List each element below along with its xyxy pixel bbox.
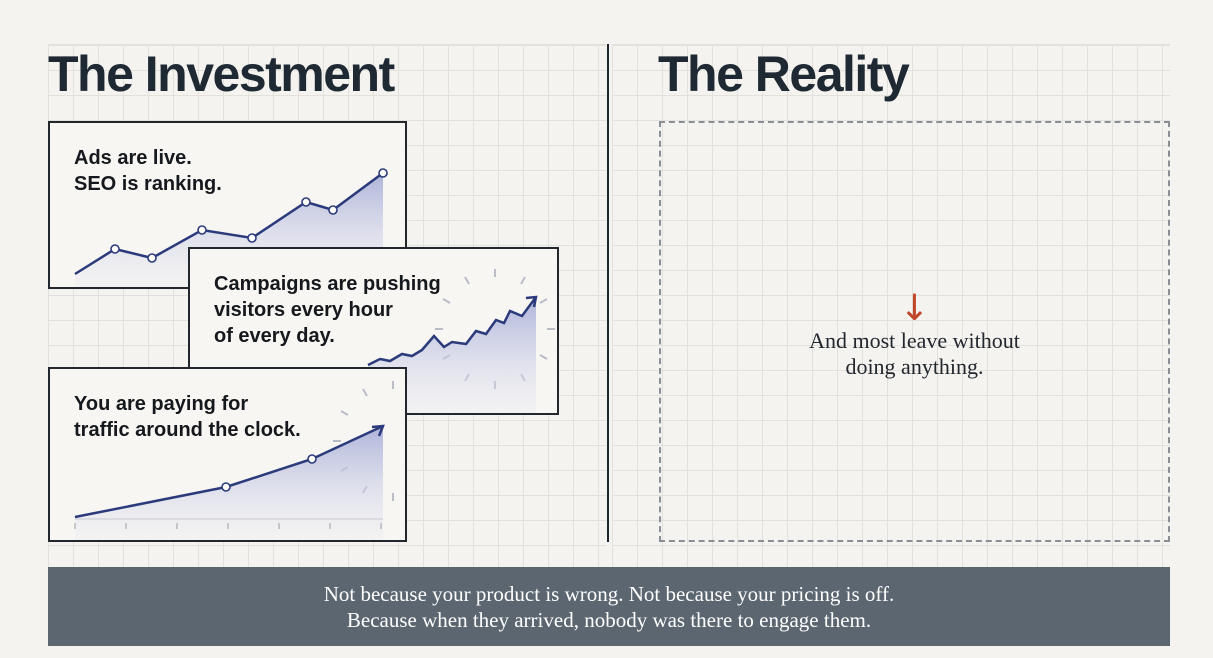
volatile-growth-sparkline <box>367 295 538 367</box>
card-ads-seo-text: Ads are live. SEO is ranking. <box>74 147 222 195</box>
down-arrow-icon: ↓ <box>899 288 930 329</box>
clock-dial-icon <box>368 269 555 413</box>
steady-growth-sparkline <box>74 424 385 529</box>
card-campaigns-text: Campaigns are pushing visitors every hou… <box>214 273 441 347</box>
reality-empty-panel: ↓ And most leave without doing anything. <box>659 121 1170 542</box>
grid-background-right <box>612 44 1170 568</box>
card-paying-traffic: You are paying for traffic around the cl… <box>48 367 407 542</box>
reality-text: And most leave without doing anything. <box>809 328 1020 379</box>
column-divider <box>607 44 609 542</box>
clock-dial-icon <box>75 381 394 540</box>
footer-banner: Not because your product is wrong. Not b… <box>48 567 1170 646</box>
investment-title: The Investment <box>48 46 395 102</box>
card-paying-traffic-text: You are paying for traffic around the cl… <box>74 393 301 441</box>
reality-title: The Reality <box>658 46 910 102</box>
